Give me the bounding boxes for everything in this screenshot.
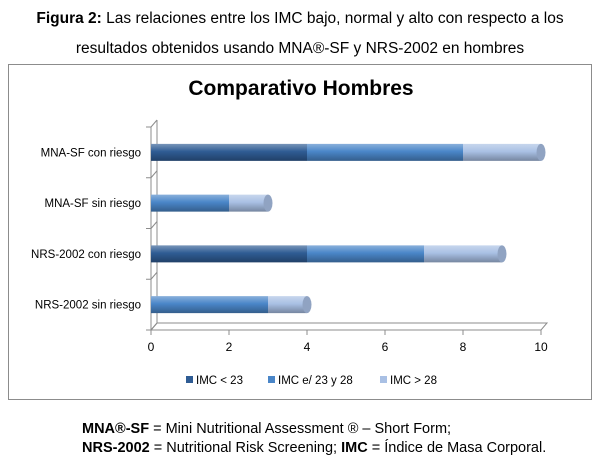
legend-item: IMC e/ 23 y 28 xyxy=(268,375,353,387)
legend-swatch xyxy=(380,376,387,383)
caption-line-2: resultados obtenidos usando MNA®-SF y NR… xyxy=(75,40,525,57)
labels: 0 2 4 6 8 10 MNA-SF con riesgo MNA-SF sin riesg… xyxy=(31,147,548,354)
category-label: NRS-2002 sin riesgo xyxy=(35,300,141,312)
bar-segment xyxy=(424,245,502,263)
plot-floor xyxy=(149,322,549,331)
bar-segment xyxy=(463,143,541,161)
bars xyxy=(151,143,546,314)
caption-text-1: Las relaciones entre los IMC bajo, norma… xyxy=(106,10,564,27)
footnote-run: = Nutritional Risk Screening; xyxy=(149,440,342,456)
y-tick-depth xyxy=(150,322,158,331)
legend-item: IMC < 23 xyxy=(186,375,243,387)
category-label: MNA-SF sin riesgo xyxy=(45,198,142,210)
footnote-run: IMC xyxy=(341,440,368,456)
bar-end-cap xyxy=(536,143,546,161)
bar-end-cap xyxy=(263,194,273,212)
bar-group xyxy=(151,194,273,212)
bar-end-cap xyxy=(497,245,507,263)
bar-group xyxy=(151,245,507,263)
legend-label: IMC e/ 23 y 28 xyxy=(278,375,353,387)
bar-group xyxy=(151,143,546,161)
chart-title: Comparativo Hombres xyxy=(188,77,413,100)
y-tick-depth xyxy=(150,119,158,128)
bar-segment xyxy=(151,245,307,263)
y-tick-depth xyxy=(150,170,158,179)
x-tick-label: 6 xyxy=(382,340,389,354)
bar-segment xyxy=(229,194,268,212)
footnote-run: = Índice de Masa Corporal. xyxy=(367,440,547,456)
footnote-line-1: MNA®-SF = Mini Nutritional Assessment ® … xyxy=(82,420,546,439)
x-tick-label: 0 xyxy=(148,340,155,354)
x-tick-label: 4 xyxy=(304,340,311,354)
category-label: NRS-2002 con riesgo xyxy=(31,249,141,261)
footnote-run: NRS-2002 xyxy=(82,440,150,456)
footnote: MNA®-SF = Mini Nutritional Assessment ® … xyxy=(82,420,546,458)
bar-segment xyxy=(307,245,424,263)
footnote-run: MNA®-SF xyxy=(82,421,150,437)
legend-label: IMC < 23 xyxy=(196,375,243,387)
figure-caption: Figura 2: Las relaciones entre los IMC b… xyxy=(0,4,600,64)
y-tick-depth xyxy=(150,271,158,280)
x-tick-label: 2 xyxy=(226,340,233,354)
footnote-run: = Mini Nutritional Assessment ® – Short … xyxy=(149,421,452,437)
legend-label: IMC > 28 xyxy=(390,375,437,387)
y-tick-depth xyxy=(150,221,158,229)
bar-segment xyxy=(151,194,229,212)
legend-swatch xyxy=(268,376,275,383)
legend-swatch xyxy=(186,376,193,383)
x-tick-label: 8 xyxy=(460,340,467,354)
x-tick-label: 10 xyxy=(534,340,548,354)
caption-line-1: Figura 2: Las relaciones entre los IMC b… xyxy=(0,4,600,34)
bar-segment xyxy=(307,143,463,161)
legend: IMC < 23 IMC e/ 23 y 28 IMC > 28 xyxy=(186,375,437,387)
bar-chart: Comparativo Hombres 0 2 4 6 8 10 MNA-SF con ri… xyxy=(31,77,549,387)
chart-frame: Comparativo Hombres 0 2 4 6 8 10 MNA-SF con ri… xyxy=(8,64,592,400)
legend-item: IMC > 28 xyxy=(380,375,437,387)
footnote-line-2: NRS-2002 = Nutritional Risk Screening; I… xyxy=(82,439,546,458)
bar-segment xyxy=(151,143,307,161)
bar-group xyxy=(151,296,312,314)
category-label: MNA-SF con riesgo xyxy=(41,147,141,159)
bar-segment xyxy=(268,296,307,314)
caption-label: Figura 2: xyxy=(36,10,102,27)
bar-segment xyxy=(151,296,268,314)
bar-end-cap xyxy=(302,296,312,314)
